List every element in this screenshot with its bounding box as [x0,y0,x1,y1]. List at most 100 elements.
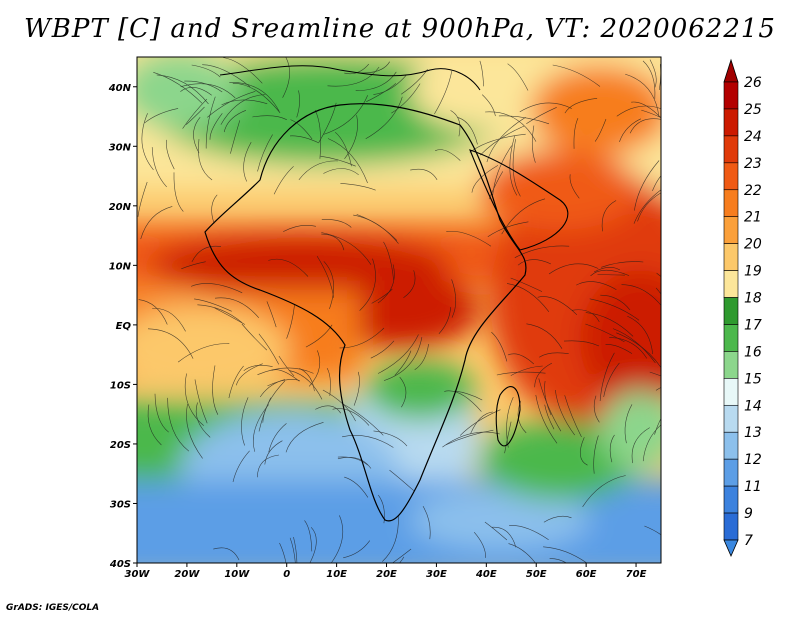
streamline [593,395,600,423]
streamline [186,403,203,459]
colorbar-segment [723,512,739,541]
streamline [323,261,334,310]
streamline [257,454,279,478]
streamline [619,118,642,142]
streamline [564,395,582,438]
streamline [543,515,572,523]
streamline [323,168,359,176]
streamline [241,323,268,351]
streamline [517,259,552,266]
streamline [634,160,660,211]
streamline [343,540,371,559]
streamline [335,131,352,167]
streamline [267,379,300,387]
colorbar-segment [723,378,739,406]
streamline [593,267,621,273]
colorbar-label: 12 [744,452,762,468]
streamline [469,133,526,153]
streamline [144,108,179,124]
streamline [173,172,184,212]
streamline [391,83,421,114]
streamline [514,245,570,258]
streamline [202,64,251,87]
streamline [262,380,286,423]
streamline [654,417,661,435]
streamline [232,450,250,482]
streamline [266,301,277,328]
streamline [603,362,620,398]
colorbar-label: 15 [744,371,762,387]
streamline [344,115,358,159]
streamline [288,370,323,400]
streamline [181,261,206,270]
streamline [633,189,661,224]
streamline [220,94,266,125]
streamline [289,135,320,144]
streamline [510,277,543,292]
streamline [471,165,499,193]
lon-tick-label: 20E [376,569,397,580]
streamline [539,352,569,358]
streamline [283,224,316,232]
lon-tick-label: 20W [174,569,200,580]
streamline [504,421,512,454]
streamline [377,334,419,374]
lat-tick-label: 30N [109,142,132,153]
streamline [286,304,295,339]
streamline [293,537,298,563]
streamline [601,200,617,232]
streamline [298,160,338,180]
streamline [198,139,213,181]
streamline [316,255,334,298]
streamline [435,149,461,161]
madagascar-coastline [495,386,521,447]
streamline [399,556,405,563]
colorbar-segment [723,216,739,244]
streamline [473,532,487,558]
streamline [330,515,344,563]
streamline [582,475,626,507]
colorbar-top-arrow [723,58,739,83]
streamline [211,194,218,224]
streamline [641,109,661,119]
streamline [290,119,313,140]
colorbar-label: 22 [744,183,762,199]
streamline [394,350,412,376]
streamline [544,404,555,430]
streamline [593,435,599,474]
streamline [543,546,587,563]
streamline [323,95,368,135]
streamline [314,109,322,159]
streamline [656,272,661,278]
streamline [526,107,557,124]
streamline [496,371,546,376]
colorbar-segment [723,485,739,514]
plot-frame [136,56,662,564]
colorbar-segment [723,162,739,191]
lat-tick-label: 10S [110,380,131,391]
arabia-coastline [469,149,569,251]
streamline [236,363,263,386]
streamline [451,279,457,318]
lon-tick-label: 70E [626,569,647,580]
streamline [548,263,599,275]
colorbar-label: 24 [744,129,762,145]
streamline [207,91,256,118]
colorbar-label: 19 [744,264,762,280]
colorbar-label: 9 [744,506,753,522]
streamline [268,423,287,453]
colorbar-segment [723,324,739,352]
streamline [182,98,208,129]
colorbar: 26 25 24 23 22 21 20 19 18 17 16 15 14 13 12 11 9 7 [723,58,762,557]
streamline [434,71,453,115]
colorbar-label: 16 [744,344,762,360]
streamline [507,63,529,91]
streamline [166,139,175,170]
streamline [190,283,243,294]
streamline [649,59,657,88]
streamline [154,393,169,433]
lon-tick-label: 10W [224,569,250,580]
streamline [631,427,650,464]
streamline [285,422,324,453]
